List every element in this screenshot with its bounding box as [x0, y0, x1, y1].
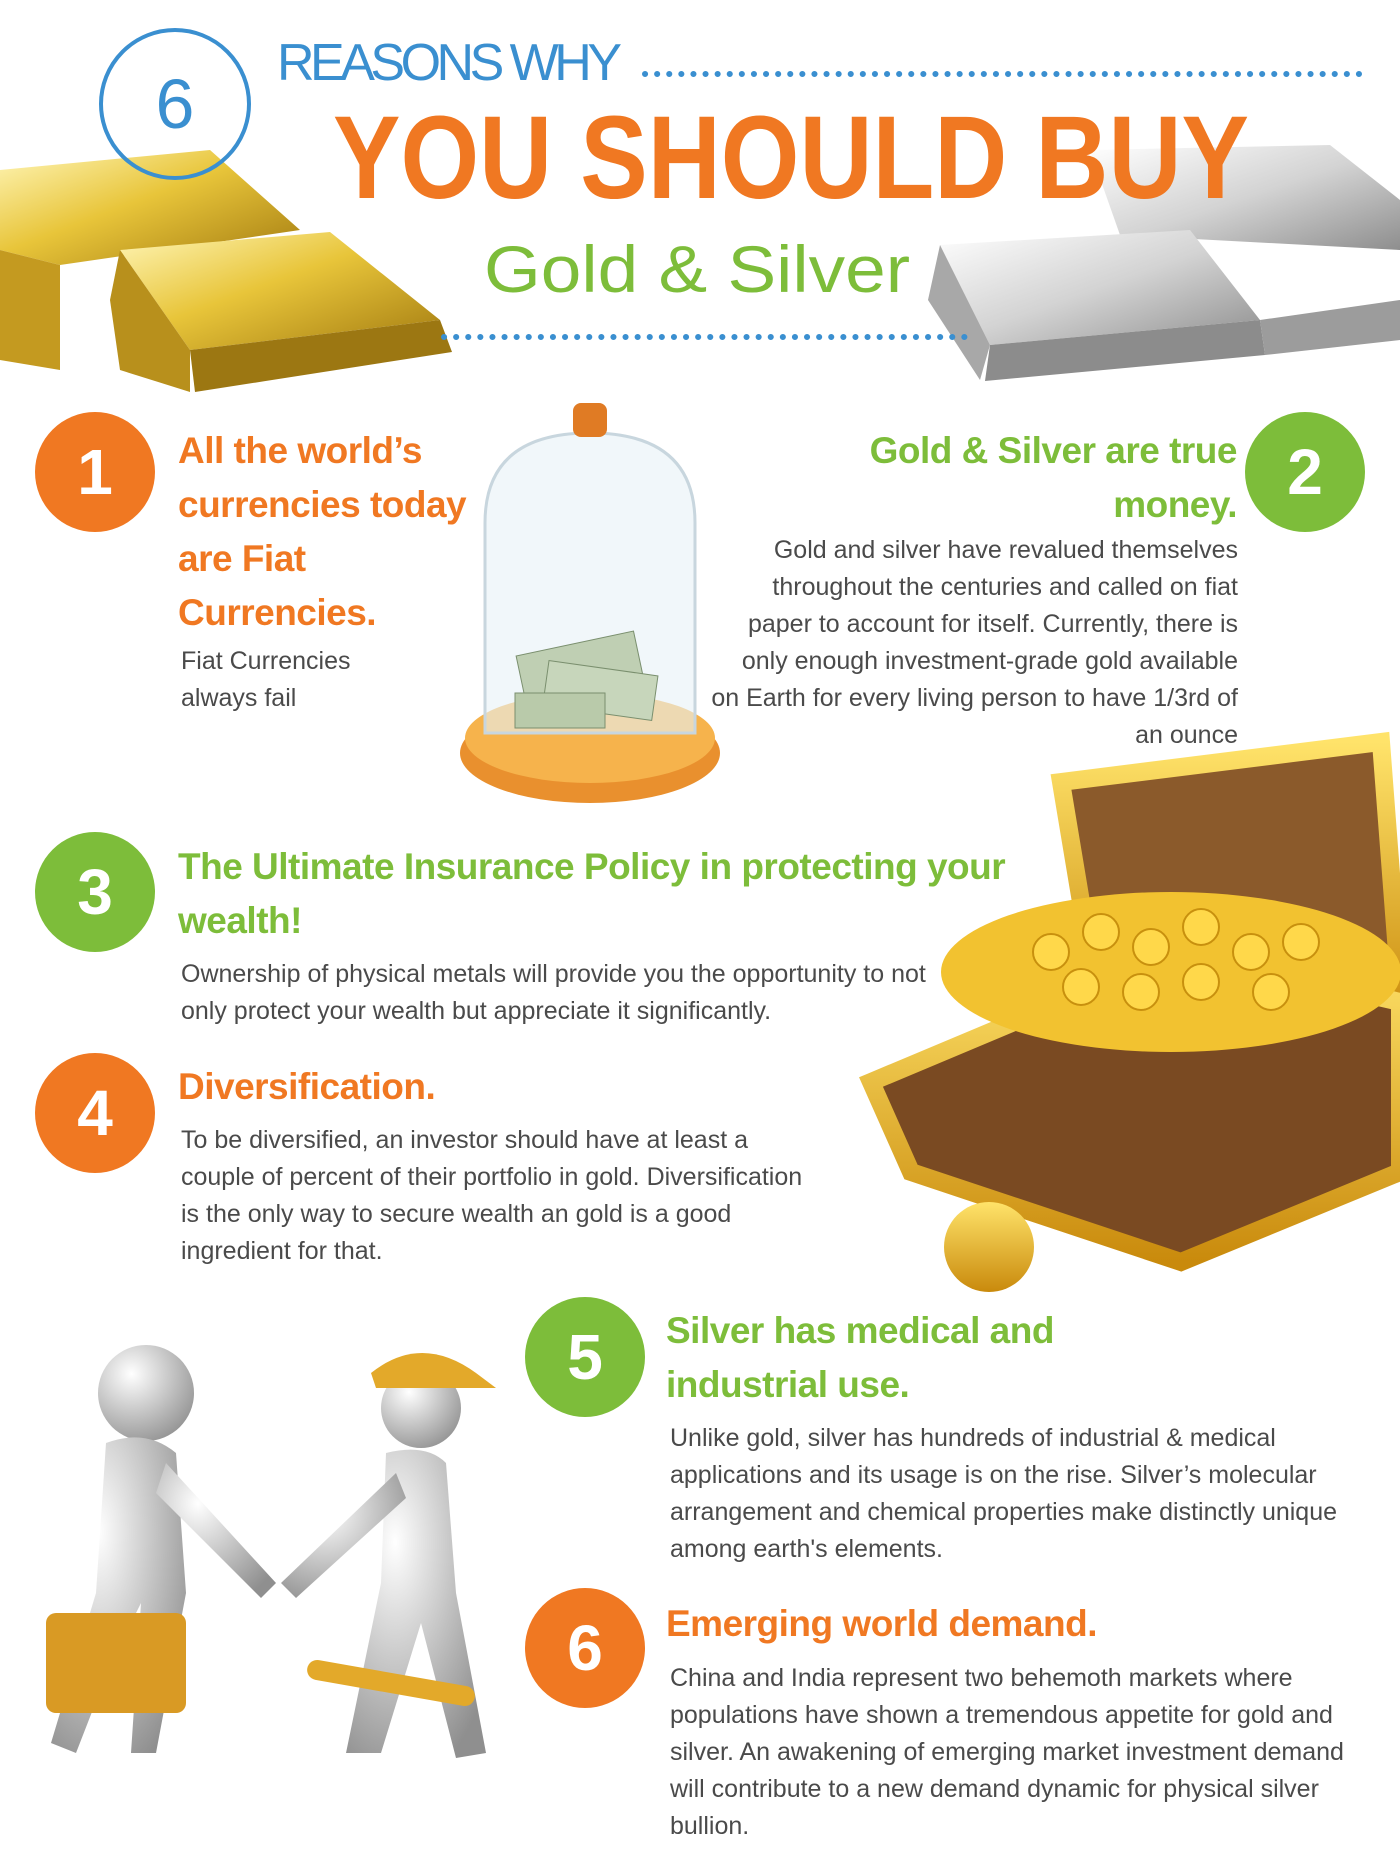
- reason-body: Ownership of physical metals will provid…: [181, 960, 926, 1025]
- reason-body: China and India represent two behemoth m…: [670, 1664, 1344, 1840]
- gold-bars: [0, 150, 452, 392]
- reason-title: Diversification.: [178, 1066, 436, 1107]
- subtitle: Gold & Silver: [484, 232, 910, 306]
- reason-number: 1: [35, 412, 155, 532]
- bell-jar-illustration: [460, 403, 720, 803]
- reason-title: All the world’s currencies today are Fia…: [178, 430, 467, 633]
- main-title: YOU SHOULD BUY: [333, 92, 1249, 224]
- silver-bars: [928, 145, 1400, 381]
- kicker: REASONS WHY: [277, 34, 625, 92]
- header: 6 REASONS WHY YOU SHOULD BUY Gold & Silv…: [0, 28, 1400, 392]
- reason-title: The Ultimate Insurance Policy in protect…: [178, 846, 1006, 941]
- reason-body: Fiat Currencies always fail: [181, 647, 351, 712]
- reason-number: 6: [525, 1588, 645, 1708]
- reason-body: Gold and silver have revalued themselves…: [711, 536, 1238, 749]
- reason-title: Silver has medical and industrial use.: [666, 1310, 1054, 1405]
- number-circle: [99, 28, 251, 180]
- reason-number: 5: [525, 1297, 645, 1417]
- reason-body: To be diversified, an investor should ha…: [181, 1126, 803, 1265]
- reason-body: Unlike gold, silver has hundreds of indu…: [670, 1424, 1338, 1563]
- header-number: 6: [156, 65, 195, 143]
- reason-number: 2: [1245, 412, 1365, 532]
- reason-title: Emerging world demand.: [666, 1603, 1098, 1644]
- reason-number: 4: [35, 1053, 155, 1173]
- treasure-chest-illustration: [859, 731, 1400, 1292]
- reason-title: Gold & Silver are true money.: [869, 430, 1238, 525]
- reason-number: 3: [35, 832, 155, 952]
- handshake-illustration: [46, 1345, 496, 1758]
